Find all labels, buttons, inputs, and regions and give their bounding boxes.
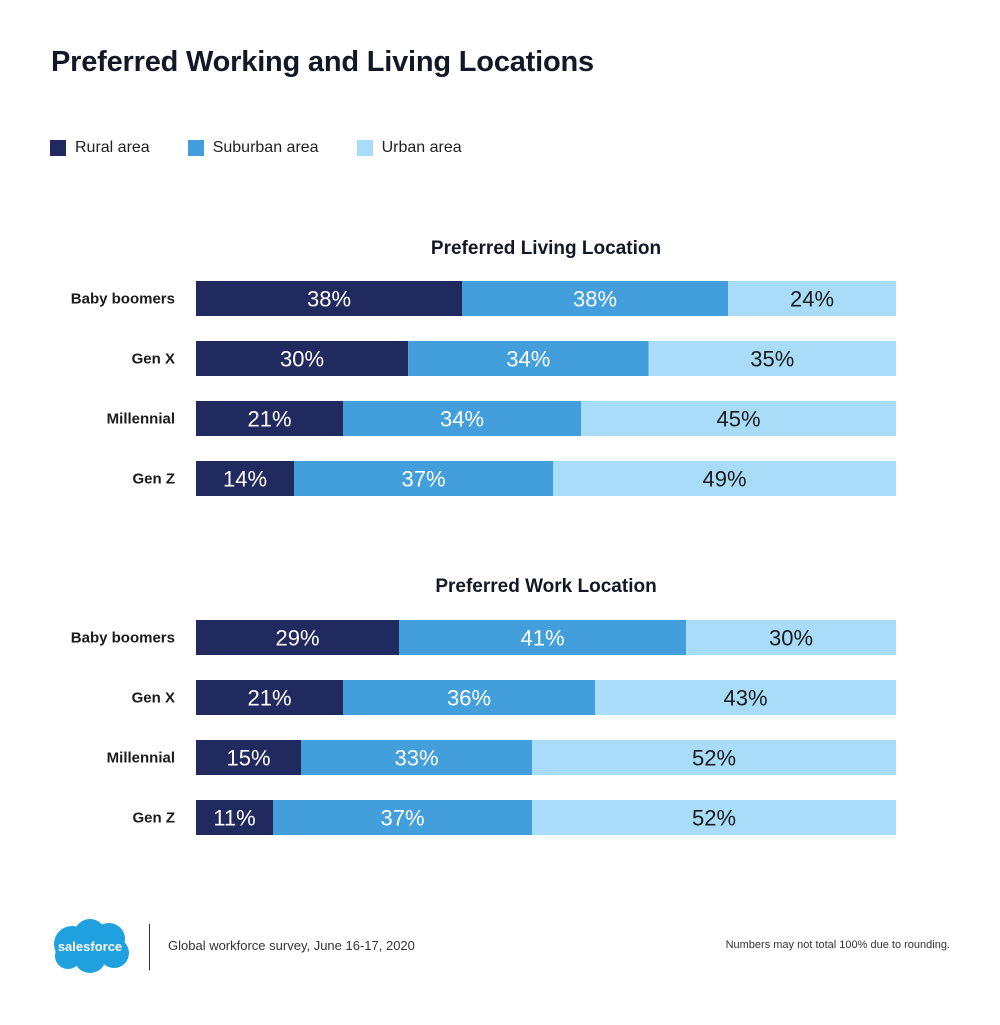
data-label: 29% <box>275 626 319 651</box>
bar-segment-urban <box>648 341 896 376</box>
bar-segment-suburban <box>408 341 649 376</box>
legend-swatch-rural <box>50 140 66 156</box>
data-label: 34% <box>440 407 484 432</box>
stacked-bar-charts: Preferred Living Location Baby boomers 38%… <box>71 238 896 835</box>
bar-segment-suburban <box>343 680 595 715</box>
bar-segment-rural <box>196 461 294 496</box>
data-label: 49% <box>702 467 746 492</box>
data-label: 30% <box>769 626 813 651</box>
data-label: 24% <box>790 287 834 312</box>
data-label: 43% <box>723 686 767 711</box>
footer-note: Numbers may not total 100% due to roundi… <box>725 939 950 951</box>
data-label: 11% <box>213 806 255 831</box>
data-label: 37% <box>380 806 424 831</box>
bar-segment-urban <box>532 800 896 835</box>
bar-segment-rural <box>196 740 301 775</box>
footer-divider <box>149 924 150 970</box>
bar-segment-suburban <box>301 740 532 775</box>
legend-item-rural: Rural area <box>50 139 150 157</box>
data-label: 38% <box>307 287 351 312</box>
category-label: Gen X <box>132 351 175 368</box>
data-label: 36% <box>447 686 491 711</box>
data-label: 38% <box>573 287 617 312</box>
category-label: Baby boomers <box>71 630 175 647</box>
data-label: 37% <box>401 467 445 492</box>
bar-segment-urban <box>595 680 896 715</box>
data-label: 30% <box>280 347 324 372</box>
page-title: Preferred Working and Living Locations <box>51 46 594 78</box>
footer-source: Global workforce survey, June 16-17, 202… <box>168 938 415 953</box>
legend: Rural area Suburban area Urban area <box>50 139 500 157</box>
data-label: 41% <box>520 626 564 651</box>
data-label: 21% <box>247 686 291 711</box>
bar-segment-suburban <box>343 401 581 436</box>
bar-segment-urban <box>581 401 896 436</box>
category-label: Baby boomers <box>71 291 175 308</box>
chart-2-title: Preferred Work Location <box>435 576 656 597</box>
bar-segment-rural <box>196 341 409 376</box>
bar-segment-rural <box>196 281 462 316</box>
legend-label-rural: Rural area <box>75 139 150 156</box>
bar-segment-urban <box>728 281 896 316</box>
bar-segment-suburban <box>462 281 728 316</box>
data-label: 15% <box>226 746 270 771</box>
data-label: 21% <box>247 407 291 432</box>
data-label: 34% <box>506 347 550 372</box>
bar-segment-suburban <box>399 620 686 655</box>
chart-1-title: Preferred Living Location <box>431 238 661 259</box>
data-label: 14% <box>223 467 267 492</box>
legend-item-suburban: Suburban area <box>187 139 319 157</box>
bar-segment-rural <box>196 620 399 655</box>
category-label: Gen X <box>132 690 175 707</box>
category-label: Millennial <box>107 411 175 428</box>
data-label: 52% <box>692 746 736 771</box>
bar-segment-suburban <box>294 461 553 496</box>
category-label: Gen Z <box>132 810 175 827</box>
salesforce-logo: salesforce <box>50 917 132 980</box>
bar-segment-urban <box>553 461 896 496</box>
bar-segment-urban <box>686 620 896 655</box>
bar-segment-urban <box>532 740 896 775</box>
legend-item-urban: Urban area <box>356 139 462 157</box>
data-label: 52% <box>692 806 736 831</box>
bar-segment-rural <box>196 800 273 835</box>
svg-text:salesforce: salesforce <box>58 939 122 954</box>
category-label: Gen Z <box>132 471 175 488</box>
bar-segment-rural <box>196 680 343 715</box>
legend-swatch-suburban <box>187 140 204 156</box>
data-label: 45% <box>716 407 760 432</box>
data-label: 33% <box>394 746 438 771</box>
category-label: Millennial <box>107 750 175 767</box>
legend-label-urban: Urban area <box>381 139 462 156</box>
data-label: 35% <box>750 347 794 372</box>
bar-segment-suburban <box>273 800 532 835</box>
legend-label-suburban: Suburban area <box>212 139 319 156</box>
bar-segment-rural <box>196 401 343 436</box>
legend-swatch-urban <box>356 140 373 156</box>
